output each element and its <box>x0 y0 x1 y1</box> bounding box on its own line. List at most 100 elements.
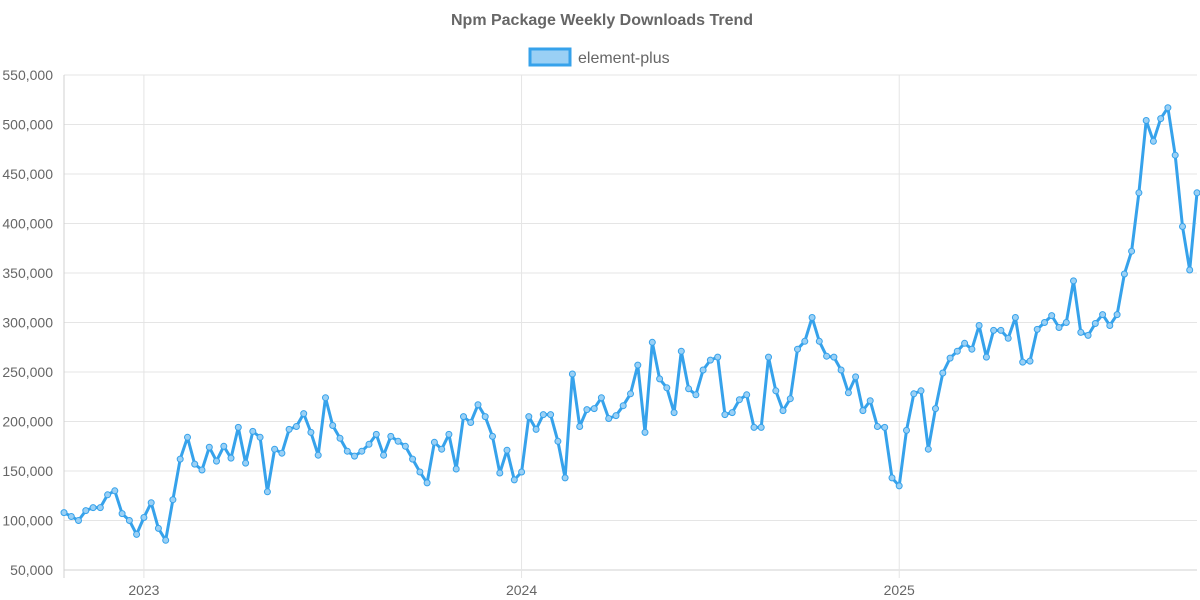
data-point[interactable] <box>677 347 685 355</box>
data-point[interactable] <box>1149 137 1157 145</box>
data-point[interactable] <box>365 440 373 448</box>
data-point[interactable] <box>634 361 642 369</box>
data-point[interactable] <box>532 425 540 433</box>
data-point[interactable] <box>852 373 860 381</box>
data-point[interactable] <box>648 338 656 346</box>
data-point[interactable] <box>285 425 293 433</box>
data-point[interactable] <box>539 411 547 419</box>
data-point[interactable] <box>765 353 772 361</box>
data-point[interactable] <box>111 487 119 495</box>
data-point[interactable] <box>627 390 634 398</box>
data-point[interactable] <box>314 451 322 459</box>
data-point[interactable] <box>329 422 337 429</box>
data-point[interactable] <box>743 391 751 399</box>
data-point[interactable] <box>953 347 961 355</box>
data-point[interactable] <box>242 459 250 467</box>
data-point[interactable] <box>779 407 787 415</box>
data-point[interactable] <box>1077 328 1085 336</box>
data-point[interactable] <box>554 437 562 445</box>
data-point[interactable] <box>1106 322 1114 329</box>
legend-label[interactable]: element-plus <box>578 50 670 67</box>
data-point[interactable] <box>1113 311 1121 319</box>
data-point[interactable] <box>518 468 526 476</box>
data-point[interactable] <box>837 366 845 374</box>
data-point[interactable] <box>496 469 504 477</box>
data-point[interactable] <box>1055 324 1063 331</box>
data-point[interactable] <box>801 337 809 345</box>
data-point[interactable] <box>1135 189 1143 197</box>
data-point[interactable] <box>1193 189 1200 197</box>
data-point[interactable] <box>859 407 867 415</box>
data-point[interactable] <box>670 409 678 417</box>
data-point[interactable] <box>1157 115 1165 123</box>
data-point[interactable] <box>641 428 649 436</box>
data-point[interactable] <box>1004 334 1012 342</box>
data-point[interactable] <box>1026 357 1034 365</box>
data-point[interactable] <box>271 445 279 453</box>
data-point[interactable] <box>750 423 758 431</box>
data-point[interactable] <box>336 434 344 442</box>
data-point[interactable] <box>873 423 881 430</box>
data-point[interactable] <box>75 517 82 524</box>
data-point[interactable] <box>1033 325 1041 333</box>
data-point[interactable] <box>1048 312 1056 320</box>
data-point[interactable] <box>460 413 467 421</box>
data-point[interactable] <box>423 479 431 487</box>
data-point[interactable] <box>60 509 68 517</box>
data-point[interactable] <box>612 412 620 420</box>
data-point[interactable] <box>757 423 765 431</box>
data-point[interactable] <box>452 465 460 473</box>
data-point[interactable] <box>140 514 148 521</box>
data-point[interactable] <box>154 524 162 532</box>
data-point[interactable] <box>1062 319 1070 326</box>
data-point[interactable] <box>888 474 896 482</box>
data-point[interactable] <box>946 354 954 362</box>
data-point[interactable] <box>358 447 366 455</box>
data-point[interactable] <box>292 423 300 430</box>
data-point[interactable] <box>699 366 707 374</box>
data-point[interactable] <box>133 530 141 538</box>
data-point[interactable] <box>1186 266 1194 274</box>
data-point[interactable] <box>445 430 453 438</box>
data-point[interactable] <box>351 452 358 460</box>
data-point[interactable] <box>619 402 627 410</box>
data-point[interactable] <box>735 396 743 404</box>
data-point[interactable] <box>184 433 191 441</box>
data-point[interactable] <box>249 427 257 435</box>
data-point[interactable] <box>895 482 903 490</box>
data-point[interactable] <box>525 413 533 421</box>
data-point[interactable] <box>234 423 242 431</box>
data-point[interactable] <box>503 446 511 454</box>
data-point[interactable] <box>590 405 598 413</box>
data-point[interactable] <box>881 423 889 431</box>
data-point[interactable] <box>1019 358 1027 366</box>
data-point[interactable] <box>1120 270 1128 278</box>
data-point[interactable] <box>67 513 75 520</box>
data-point[interactable] <box>1099 311 1107 319</box>
data-point[interactable] <box>786 395 794 403</box>
data-point[interactable] <box>147 499 155 507</box>
data-point[interactable] <box>714 353 722 361</box>
data-point[interactable] <box>547 411 555 419</box>
data-point[interactable] <box>409 455 417 463</box>
data-point[interactable] <box>489 432 496 440</box>
data-point[interactable] <box>1011 314 1019 321</box>
data-point[interactable] <box>1128 247 1136 255</box>
data-point[interactable] <box>1091 320 1099 327</box>
data-point[interactable] <box>568 370 576 378</box>
data-point[interactable] <box>1179 223 1186 230</box>
data-point[interactable] <box>278 449 286 457</box>
data-point[interactable] <box>227 454 235 462</box>
data-point[interactable] <box>307 428 315 436</box>
data-point[interactable] <box>300 410 308 418</box>
data-point[interactable] <box>808 314 816 321</box>
data-point[interactable] <box>213 457 220 465</box>
data-point[interactable] <box>430 438 438 446</box>
data-point[interactable] <box>866 397 874 405</box>
data-point[interactable] <box>380 451 388 459</box>
data-point[interactable] <box>394 437 402 445</box>
data-point[interactable] <box>220 442 228 450</box>
data-point[interactable] <box>1041 319 1048 326</box>
data-point[interactable] <box>910 390 918 398</box>
data-point[interactable] <box>982 353 990 361</box>
